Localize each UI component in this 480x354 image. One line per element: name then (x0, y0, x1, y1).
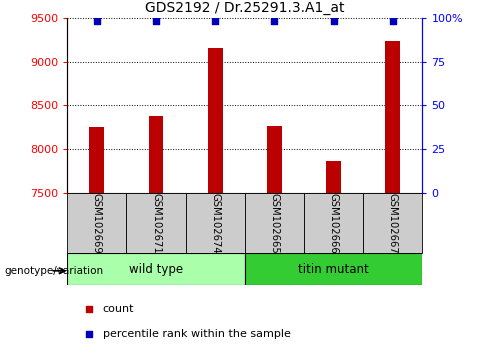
Bar (186, 193, 245, 253)
Bar (149, 116, 163, 193)
Point (330, 18, 337, 24)
Bar (67, 193, 126, 253)
Point (84, 306, 92, 312)
Text: GSM102674: GSM102674 (210, 193, 220, 253)
Bar (304, 193, 363, 253)
Title: GDS2192 / Dr.25291.3.A1_at: GDS2192 / Dr.25291.3.A1_at (145, 1, 345, 15)
Point (211, 18, 219, 24)
Bar (363, 193, 422, 253)
Text: wild type: wild type (129, 263, 183, 275)
Text: titin mutant: titin mutant (298, 263, 369, 275)
Text: GSM102666: GSM102666 (329, 193, 338, 253)
Text: count: count (103, 304, 134, 314)
Text: percentile rank within the sample: percentile rank within the sample (103, 329, 290, 339)
Point (152, 18, 160, 24)
Bar (245, 193, 304, 253)
Point (93, 18, 101, 24)
Point (389, 18, 396, 24)
Bar (326, 160, 341, 193)
Bar (126, 193, 186, 253)
Text: GSM102667: GSM102667 (388, 193, 398, 253)
Bar (89, 127, 104, 193)
Bar (208, 48, 223, 193)
Text: GSM102665: GSM102665 (269, 193, 279, 253)
Bar (245, 253, 422, 285)
Point (84, 331, 92, 336)
Text: GSM102669: GSM102669 (92, 193, 102, 253)
Point (271, 18, 278, 24)
Bar (267, 126, 282, 193)
Bar (67, 253, 245, 285)
Bar (385, 41, 400, 193)
Text: genotype/variation: genotype/variation (5, 266, 104, 276)
Text: GSM102671: GSM102671 (151, 193, 161, 253)
